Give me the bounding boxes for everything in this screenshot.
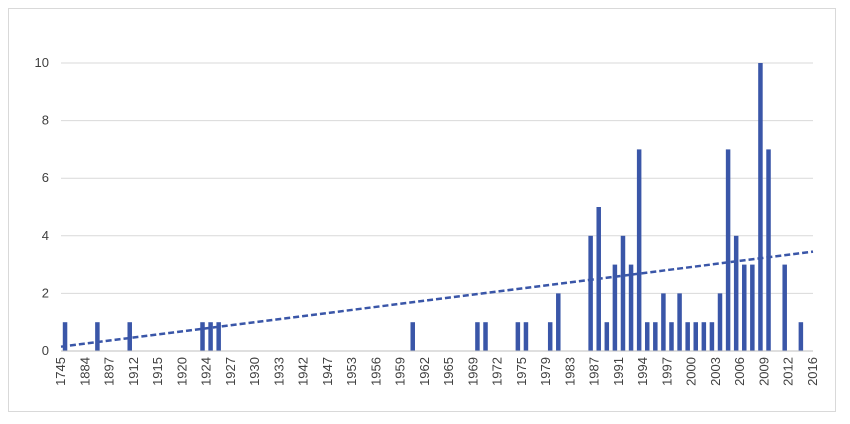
x-tick-label: 2012 bbox=[781, 357, 796, 386]
bar bbox=[200, 322, 205, 351]
y-tick-label: 0 bbox=[42, 343, 49, 358]
bar bbox=[661, 293, 666, 351]
bars bbox=[62, 63, 804, 351]
y-axis-ticks: 0 2 4 6 8 10 bbox=[35, 55, 49, 358]
bar bbox=[669, 322, 674, 351]
y-tick-label: 10 bbox=[35, 55, 49, 70]
x-tick-label: 2003 bbox=[708, 357, 723, 386]
x-tick-label: 2006 bbox=[732, 357, 747, 386]
y-tick-label: 6 bbox=[42, 170, 49, 185]
x-tick-label: 1947 bbox=[320, 357, 335, 386]
bar bbox=[717, 293, 723, 351]
bar bbox=[644, 322, 650, 351]
x-tick-label: 1969 bbox=[465, 357, 480, 386]
x-tick-label: 1953 bbox=[344, 357, 359, 386]
x-tick-label: 1987 bbox=[587, 357, 602, 386]
x-tick-label: 2016 bbox=[805, 357, 820, 386]
x-tick-label: 1972 bbox=[490, 357, 505, 386]
x-tick-label: 1745 bbox=[53, 357, 68, 386]
x-tick-label: 1927 bbox=[223, 357, 238, 386]
bar bbox=[556, 293, 561, 351]
bar bbox=[95, 322, 100, 351]
bar bbox=[62, 322, 68, 351]
trend-line bbox=[60, 250, 814, 348]
x-tick-label: 2000 bbox=[684, 357, 699, 386]
x-tick-label: 1884 bbox=[77, 357, 92, 386]
bar bbox=[677, 293, 682, 351]
x-axis-ticks: 1745 1884 1897 1912 1915 1920 1924 1927 1930 1933… bbox=[53, 357, 820, 386]
x-tick-label: 1912 bbox=[126, 357, 141, 386]
x-tick-label: 1897 bbox=[102, 357, 117, 386]
bar bbox=[750, 264, 755, 351]
chart-frame: 0 2 4 6 8 10 1745 1884 1897 1912 1915 1920 1924 1927… bbox=[8, 8, 836, 412]
bar bbox=[742, 264, 747, 351]
bar bbox=[410, 322, 415, 351]
bar bbox=[725, 149, 731, 351]
x-tick-label: 1997 bbox=[660, 357, 675, 386]
bar bbox=[216, 322, 221, 351]
x-tick-label: 1975 bbox=[514, 357, 529, 386]
bar bbox=[701, 322, 707, 351]
x-tick-label: 1965 bbox=[441, 357, 456, 386]
bar bbox=[693, 322, 698, 351]
bar bbox=[782, 264, 787, 351]
bar bbox=[685, 322, 690, 351]
bar bbox=[588, 235, 593, 351]
x-tick-label: 1930 bbox=[247, 357, 262, 386]
x-tick-label: 1920 bbox=[174, 357, 189, 386]
x-tick-label: 1994 bbox=[635, 357, 650, 386]
x-tick-label: 1962 bbox=[417, 357, 432, 386]
bar bbox=[636, 149, 642, 351]
bar-chart: 0 2 4 6 8 10 1745 1884 1897 1912 1915 1920 1924 1927… bbox=[35, 55, 820, 386]
x-tick-label: 2009 bbox=[757, 357, 772, 386]
bar bbox=[709, 322, 715, 351]
bar bbox=[547, 322, 553, 351]
x-tick-label: 1979 bbox=[538, 357, 553, 386]
y-tick-label: 2 bbox=[42, 285, 49, 300]
bar bbox=[604, 322, 610, 351]
bar bbox=[483, 322, 488, 351]
x-tick-label: 1924 bbox=[199, 357, 214, 386]
gridlines bbox=[61, 62, 813, 294]
bar bbox=[612, 264, 618, 351]
y-tick-label: 8 bbox=[42, 113, 49, 128]
x-tick-label: 1991 bbox=[611, 357, 626, 386]
x-tick-label: 1983 bbox=[562, 357, 577, 386]
bar bbox=[733, 235, 739, 351]
x-tick-label: 1942 bbox=[296, 357, 311, 386]
bar bbox=[628, 264, 634, 351]
x-tick-label: 1956 bbox=[368, 357, 383, 386]
bar bbox=[758, 63, 763, 351]
bar bbox=[127, 322, 132, 351]
bar bbox=[523, 322, 529, 351]
x-tick-label: 1959 bbox=[393, 357, 408, 386]
bar bbox=[653, 322, 658, 351]
bar bbox=[208, 322, 213, 351]
bar bbox=[766, 149, 771, 351]
x-tick-label: 1915 bbox=[150, 357, 165, 386]
bar bbox=[798, 322, 804, 351]
x-tick-label: 1933 bbox=[271, 357, 286, 386]
bar bbox=[475, 322, 480, 351]
bar bbox=[515, 322, 521, 351]
bar bbox=[620, 235, 626, 351]
y-tick-label: 4 bbox=[42, 228, 49, 243]
